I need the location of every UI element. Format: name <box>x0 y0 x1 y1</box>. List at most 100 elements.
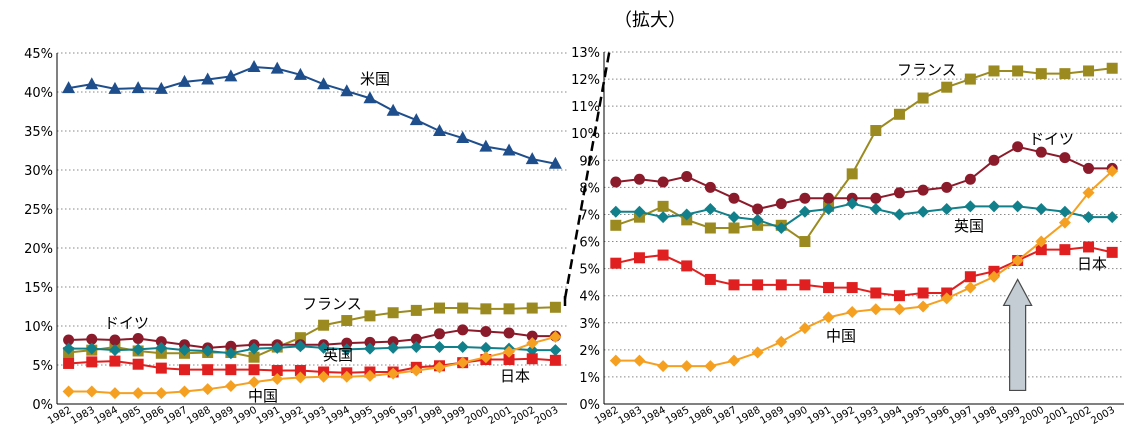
data-point <box>457 302 469 314</box>
series-英国 <box>609 197 1119 234</box>
data-point <box>271 373 284 386</box>
x-tick-label: 1983 <box>69 405 97 427</box>
data-point <box>63 334 75 346</box>
data-point <box>1082 211 1095 224</box>
data-point <box>456 131 470 144</box>
y-tick-label: 45% <box>24 47 53 62</box>
series-line <box>68 357 556 374</box>
data-point <box>823 192 835 204</box>
data-point <box>294 371 307 384</box>
chart-title: （拡大） <box>614 10 686 31</box>
data-point <box>85 385 98 398</box>
data-point <box>1035 203 1048 216</box>
data-point <box>363 369 376 382</box>
data-point <box>1082 186 1095 199</box>
data-point <box>1035 235 1048 248</box>
data-point <box>846 305 859 318</box>
y-tick-label: 35% <box>24 125 53 140</box>
data-point <box>988 200 1000 213</box>
data-point <box>869 203 882 216</box>
x-tick-label: 2000 <box>463 405 491 427</box>
x-tick-label: 1987 <box>162 405 190 427</box>
data-point <box>178 344 191 357</box>
data-point <box>752 279 764 291</box>
data-point <box>1011 200 1024 213</box>
data-point <box>1106 165 1119 178</box>
zoomed-chart: 0%1%2%3%4%5%6%7%8%9%10%11%12%13%19821983… <box>571 46 1124 427</box>
data-point <box>225 340 237 352</box>
data-point <box>549 344 562 357</box>
data-point <box>869 303 882 316</box>
y-tick-label: 10% <box>571 127 600 142</box>
series-label: 中国 <box>826 327 856 345</box>
data-point <box>893 108 905 120</box>
data-point <box>340 84 354 97</box>
data-point <box>822 203 835 216</box>
data-point <box>340 343 353 356</box>
data-point <box>456 356 469 369</box>
data-point <box>940 292 953 305</box>
y-tick-label: 0% <box>32 398 53 413</box>
data-point <box>294 332 306 344</box>
series-日本 <box>610 241 1118 302</box>
data-point <box>503 345 516 358</box>
data-point <box>751 346 764 359</box>
x-tick-label: 1998 <box>971 405 999 427</box>
data-point <box>633 252 645 264</box>
data-point <box>1083 241 1095 253</box>
data-point <box>610 257 622 269</box>
data-point <box>132 332 144 344</box>
data-point <box>225 364 237 376</box>
data-point <box>526 302 538 314</box>
x-tick-label: 1989 <box>758 405 786 427</box>
series-label: フランス <box>897 61 957 79</box>
data-point <box>1035 68 1047 80</box>
data-point <box>108 81 122 94</box>
data-point <box>704 222 716 234</box>
x-tick-label: 1992 <box>278 405 306 427</box>
data-point <box>317 341 330 354</box>
data-point <box>63 357 75 369</box>
data-point <box>109 334 121 346</box>
data-point <box>799 236 811 248</box>
data-point <box>317 370 330 383</box>
data-point <box>457 324 469 336</box>
data-point <box>1106 211 1119 224</box>
x-tick-label: 2001 <box>1042 405 1070 427</box>
data-point <box>846 197 859 210</box>
data-point <box>201 72 215 85</box>
data-point <box>988 270 1000 283</box>
series-ドイツ <box>610 141 1118 215</box>
series-label: 英国 <box>954 217 984 235</box>
x-tick-label: 1998 <box>417 405 445 427</box>
series-中国 <box>62 330 562 400</box>
series-line <box>615 202 1113 230</box>
data-point <box>823 282 835 294</box>
data-point <box>798 205 811 218</box>
data-point <box>363 342 376 355</box>
data-point <box>657 200 669 212</box>
data-point <box>409 113 423 126</box>
data-point <box>271 364 283 376</box>
data-point <box>870 192 882 204</box>
data-point <box>917 184 929 196</box>
data-point <box>433 124 446 136</box>
series-label: ドイツ <box>1029 130 1074 148</box>
data-point <box>526 337 539 350</box>
data-point <box>248 376 261 389</box>
series-line <box>68 335 556 395</box>
series-英国 <box>62 340 562 360</box>
series-label: 米国 <box>360 70 390 88</box>
data-point <box>340 370 353 383</box>
data-point <box>108 344 121 357</box>
data-point <box>893 187 905 199</box>
data-point <box>155 387 168 400</box>
data-point <box>224 69 238 82</box>
data-point <box>247 60 261 73</box>
data-point <box>503 327 515 339</box>
data-point <box>893 290 905 302</box>
data-point <box>178 385 191 398</box>
data-point <box>387 307 399 319</box>
y-tick-label: 5% <box>32 359 53 374</box>
series-label: 日本 <box>500 367 530 385</box>
